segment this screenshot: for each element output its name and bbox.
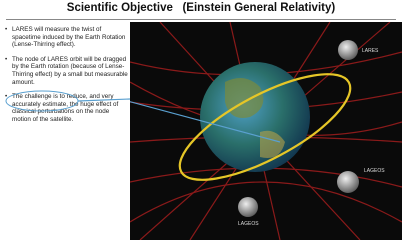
satellite bbox=[338, 40, 358, 60]
orbit-figure: LARES LAGEOS LAGEOS bbox=[130, 22, 402, 240]
bullet: The node of LARES orbit will be dragged … bbox=[4, 56, 128, 86]
bullet-list: LARES will measure the twist of spacetim… bbox=[4, 26, 128, 131]
satellite bbox=[238, 197, 258, 217]
title-rule bbox=[6, 19, 396, 20]
satellite-label: LAGEOS bbox=[364, 168, 385, 174]
bullet: LARES will measure the twist of spacetim… bbox=[4, 26, 128, 49]
satellite-label: LAGEOS bbox=[238, 221, 259, 227]
earth bbox=[200, 62, 310, 172]
satellite bbox=[337, 171, 359, 193]
slide-title: Scientific Objective (Einstein General R… bbox=[0, 2, 402, 14]
satellite-label: LARES bbox=[362, 48, 379, 54]
bullet: The challenge is to reduce, and very acc… bbox=[4, 93, 128, 123]
slide: Scientific Objective (Einstein General R… bbox=[0, 0, 402, 240]
